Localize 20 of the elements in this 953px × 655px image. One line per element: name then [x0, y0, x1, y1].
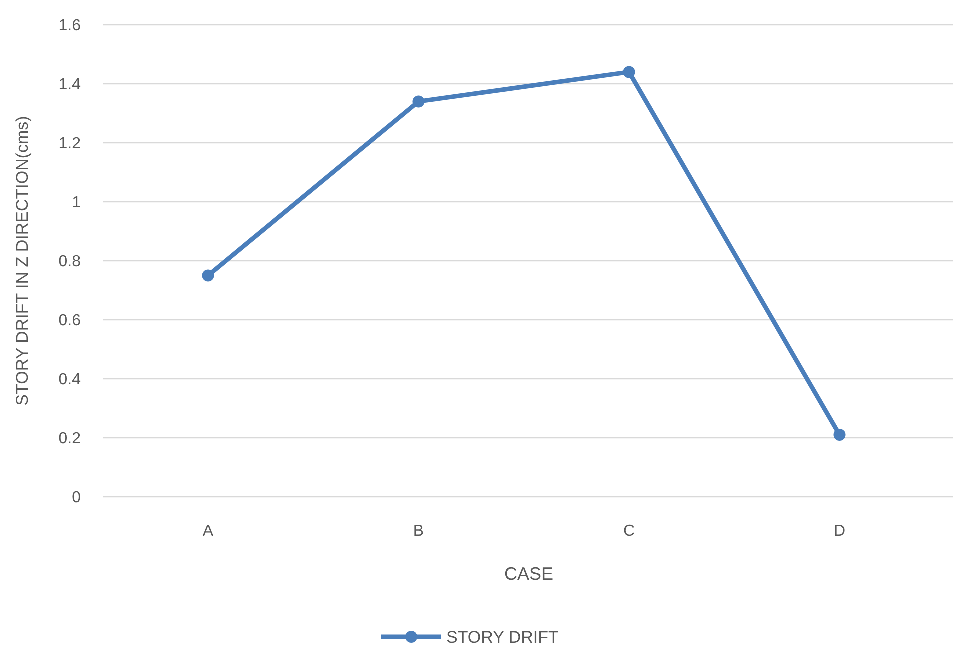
- y-tick-label: 1.4: [58, 76, 82, 94]
- point: [623, 66, 636, 78]
- x-tick-label: B: [413, 523, 424, 540]
- point: [202, 270, 214, 282]
- x-tick-label: A: [202, 523, 214, 540]
- point: [834, 429, 846, 442]
- y-tick-label: 0.2: [58, 430, 82, 448]
- point: [412, 96, 425, 108]
- x-axis-title: CASE: [504, 564, 554, 584]
- legend-label: STORY DRIFT: [446, 628, 559, 647]
- y-tick-label: 0.6: [58, 312, 82, 330]
- y-tick-label: 1.2: [58, 136, 82, 153]
- y-axis-title: STORY DRIFT IN Z DIRECTION(cms): [13, 116, 32, 406]
- y-tick-label: 0.4: [58, 372, 82, 389]
- y-tick-label: 1.6: [58, 18, 82, 35]
- x-tick-label: C: [623, 523, 636, 540]
- y-tick-label: 1: [72, 194, 82, 212]
- y-tick-label: 0: [72, 490, 82, 507]
- y-tick-label: 0.8: [58, 254, 82, 271]
- x-tick-label: D: [834, 523, 846, 540]
